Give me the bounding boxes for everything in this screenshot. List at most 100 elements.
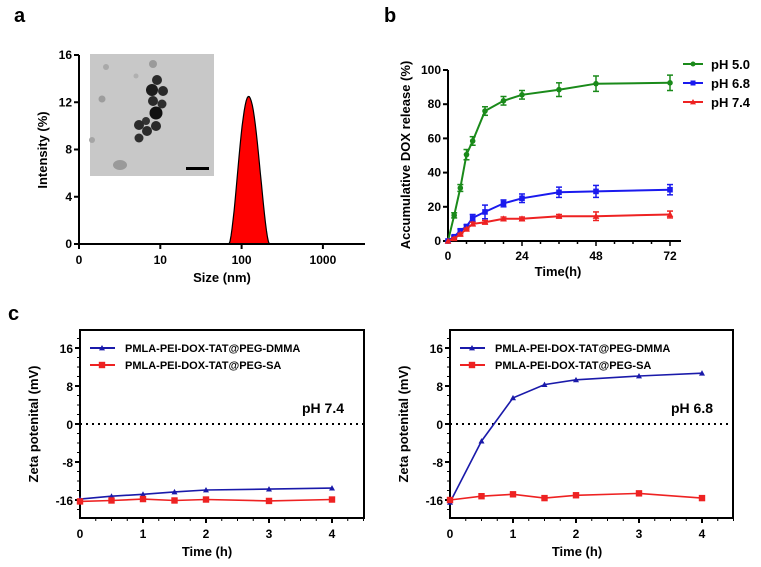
x-tick-label: 0 [76, 253, 83, 267]
data-point [329, 485, 335, 491]
legend-label: PMLA-PEI-DOX-TAT@PEG-SA [125, 360, 281, 372]
data-point [140, 491, 146, 497]
y-axis-label: Intensity (%) [35, 111, 50, 188]
data-point [328, 496, 336, 503]
legend-marker [690, 61, 696, 67]
data-point [519, 195, 525, 202]
data-point [469, 138, 476, 144]
y-tick-label: 16 [59, 48, 73, 62]
data-point [469, 215, 476, 221]
y-tick-label: 60 [428, 131, 442, 145]
data-point [666, 211, 674, 218]
data-point [478, 493, 485, 500]
data-point [457, 227, 464, 234]
chart-b: 0 20 40 60 80 100 0 24 48 72 Time(h) Accumulative D… [398, 57, 751, 279]
data-point [76, 498, 84, 505]
data-point [592, 212, 600, 219]
y-tick-label: 20 [428, 200, 442, 214]
data-point [519, 91, 525, 98]
data-point [667, 186, 673, 193]
data-point [518, 215, 526, 222]
x-tick-label: 10 [154, 253, 168, 267]
data-point [108, 493, 115, 499]
chart-a: 0 4 8 12 16 0 10 100 1000 Size (nm) Intensity (%) [35, 48, 365, 285]
y-tick-label: 0 [434, 234, 441, 248]
data-point [171, 488, 178, 495]
data-point [108, 497, 115, 504]
x-tick-label: 0 [77, 527, 84, 541]
y-axis-label: Zeta potenital (mV) [396, 365, 411, 482]
data-point [171, 497, 178, 504]
data-point [482, 108, 488, 114]
y-tick-label: 8 [436, 380, 443, 394]
legend-marker [690, 99, 696, 105]
chart-c-left: 16 8 0 -8 -16 0 1 2 3 4 Time (h) Zeta potenital (mV… [26, 329, 365, 559]
x-axis-label: Time (h) [182, 544, 232, 559]
data-point [463, 225, 470, 232]
y-tick-label: -16 [426, 494, 444, 508]
chart-c-right: 16 8 0 -8 -16 0 1 2 3 4 Time (h) Zeta potenital (mV… [396, 329, 734, 559]
y-tick-label: -16 [56, 494, 74, 508]
x-tick-label: 3 [636, 527, 643, 541]
data-point [572, 492, 580, 499]
data-point [667, 80, 673, 86]
data-point [451, 212, 457, 219]
data-point [265, 497, 273, 505]
x-tick-label: 48 [589, 249, 603, 263]
y-tick-label: 4 [65, 190, 72, 204]
x-tick-label: 4 [699, 527, 706, 541]
data-point [699, 370, 705, 376]
x-tick-label: 3 [266, 527, 273, 541]
data-point [573, 376, 579, 383]
data-point [450, 235, 458, 242]
data-point [481, 218, 489, 225]
x-tick-label: 0 [445, 249, 452, 263]
data-point [555, 212, 563, 219]
data-point [444, 237, 452, 244]
data-point [593, 80, 599, 87]
data-point [500, 200, 507, 207]
x-tick-label: 0 [447, 527, 454, 541]
panel-label-a: a [14, 5, 26, 27]
data-point [202, 496, 210, 503]
legend-marker [98, 361, 106, 369]
size-distribution-peak [228, 95, 271, 245]
data-point [541, 494, 548, 502]
y-axis-label: Accumulative DOX release (%) [398, 61, 413, 250]
data-point [446, 496, 454, 504]
data-point [698, 494, 706, 502]
y-tick-label: 40 [428, 166, 442, 180]
y-tick-label: 0 [65, 237, 72, 251]
x-tick-label: 72 [663, 249, 677, 263]
legend-label: PMLA-PEI-DOX-TAT@PEG-SA [495, 360, 651, 372]
data-point [556, 86, 562, 93]
x-tick-label: 2 [573, 527, 580, 541]
panel-label-b: b [384, 5, 396, 27]
legend-label: pH 6.8 [711, 76, 750, 91]
legend-label: PMLA-PEI-DOX-TAT@PEG-DMMA [125, 343, 300, 355]
x-tick-label: 100 [232, 253, 252, 267]
data-point [635, 490, 643, 497]
y-tick-label: -8 [62, 456, 73, 470]
data-point [469, 220, 477, 227]
legend-marker [690, 80, 696, 86]
data-point [266, 486, 272, 492]
legend-label: pH 7.4 [711, 95, 751, 110]
ph-annotation: pH 6.8 [671, 400, 713, 416]
y-tick-label: -8 [432, 456, 443, 470]
legend-marker [469, 345, 475, 351]
data-point [478, 438, 485, 444]
x-tick-label: 24 [515, 249, 529, 263]
y-tick-label: 0 [66, 418, 73, 432]
tem-inset-image [89, 54, 214, 176]
ph-annotation: pH 7.4 [302, 400, 344, 416]
panel-label-c: c [8, 303, 19, 325]
legend-label: pH 5.0 [711, 57, 750, 72]
x-axis-label: Time (h) [552, 544, 602, 559]
data-point [593, 188, 599, 195]
x-axis-label: Size (nm) [193, 270, 251, 285]
legend-marker [468, 361, 476, 369]
y-tick-label: 16 [430, 342, 444, 356]
x-tick-label: 4 [329, 527, 336, 541]
